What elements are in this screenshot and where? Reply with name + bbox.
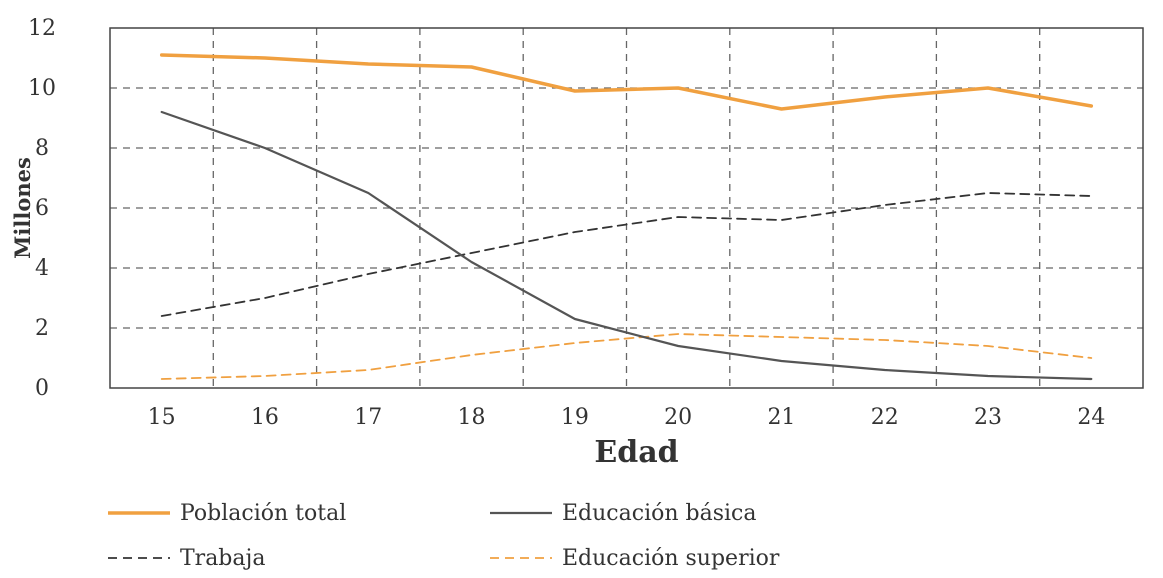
series-lines xyxy=(159,53,1094,381)
legend-label: Educación superior xyxy=(562,546,780,571)
y-tick-label: 2 xyxy=(35,316,49,341)
series-line-2 xyxy=(160,110,1093,381)
series-line-1 xyxy=(159,53,1094,111)
x-tick-label: 23 xyxy=(974,405,1002,430)
x-tick-label: 19 xyxy=(561,405,589,430)
y-tick-label: 4 xyxy=(35,256,49,281)
x-tick-label: 17 xyxy=(354,405,382,430)
y-tick-label: 10 xyxy=(28,76,56,101)
x-tick-label: 22 xyxy=(871,405,899,430)
series-line-3 xyxy=(160,192,1093,317)
plot-frame xyxy=(109,27,1144,389)
legend-label: Población total xyxy=(180,501,346,526)
legend-label: Trabaja xyxy=(180,546,265,571)
x-axis-label: Edad xyxy=(594,435,678,470)
y-tick-label: 6 xyxy=(35,196,49,221)
x-axis-ticks: 15 16 17 18 19 20 21 22 23 24 xyxy=(148,405,1106,430)
legend-label: Educación básica xyxy=(562,501,756,526)
y-tick-label: 8 xyxy=(35,136,49,161)
y-axis-ticks: 0 2 4 6 8 10 12 xyxy=(28,16,56,401)
x-tick-label: 21 xyxy=(767,405,795,430)
series-line-4 xyxy=(160,333,1093,380)
x-tick-label: 15 xyxy=(148,405,176,430)
y-axis-label: Millones xyxy=(10,157,35,259)
grid-lines xyxy=(110,28,1143,388)
legend: Población total Educación básica Trabaja Ed… xyxy=(108,501,780,571)
y-tick-label: 0 xyxy=(35,376,49,401)
x-tick-label: 20 xyxy=(664,405,692,430)
x-tick-label: 16 xyxy=(251,405,279,430)
y-tick-label: 12 xyxy=(28,16,56,41)
x-tick-label: 18 xyxy=(458,405,486,430)
x-tick-label: 24 xyxy=(1077,405,1105,430)
